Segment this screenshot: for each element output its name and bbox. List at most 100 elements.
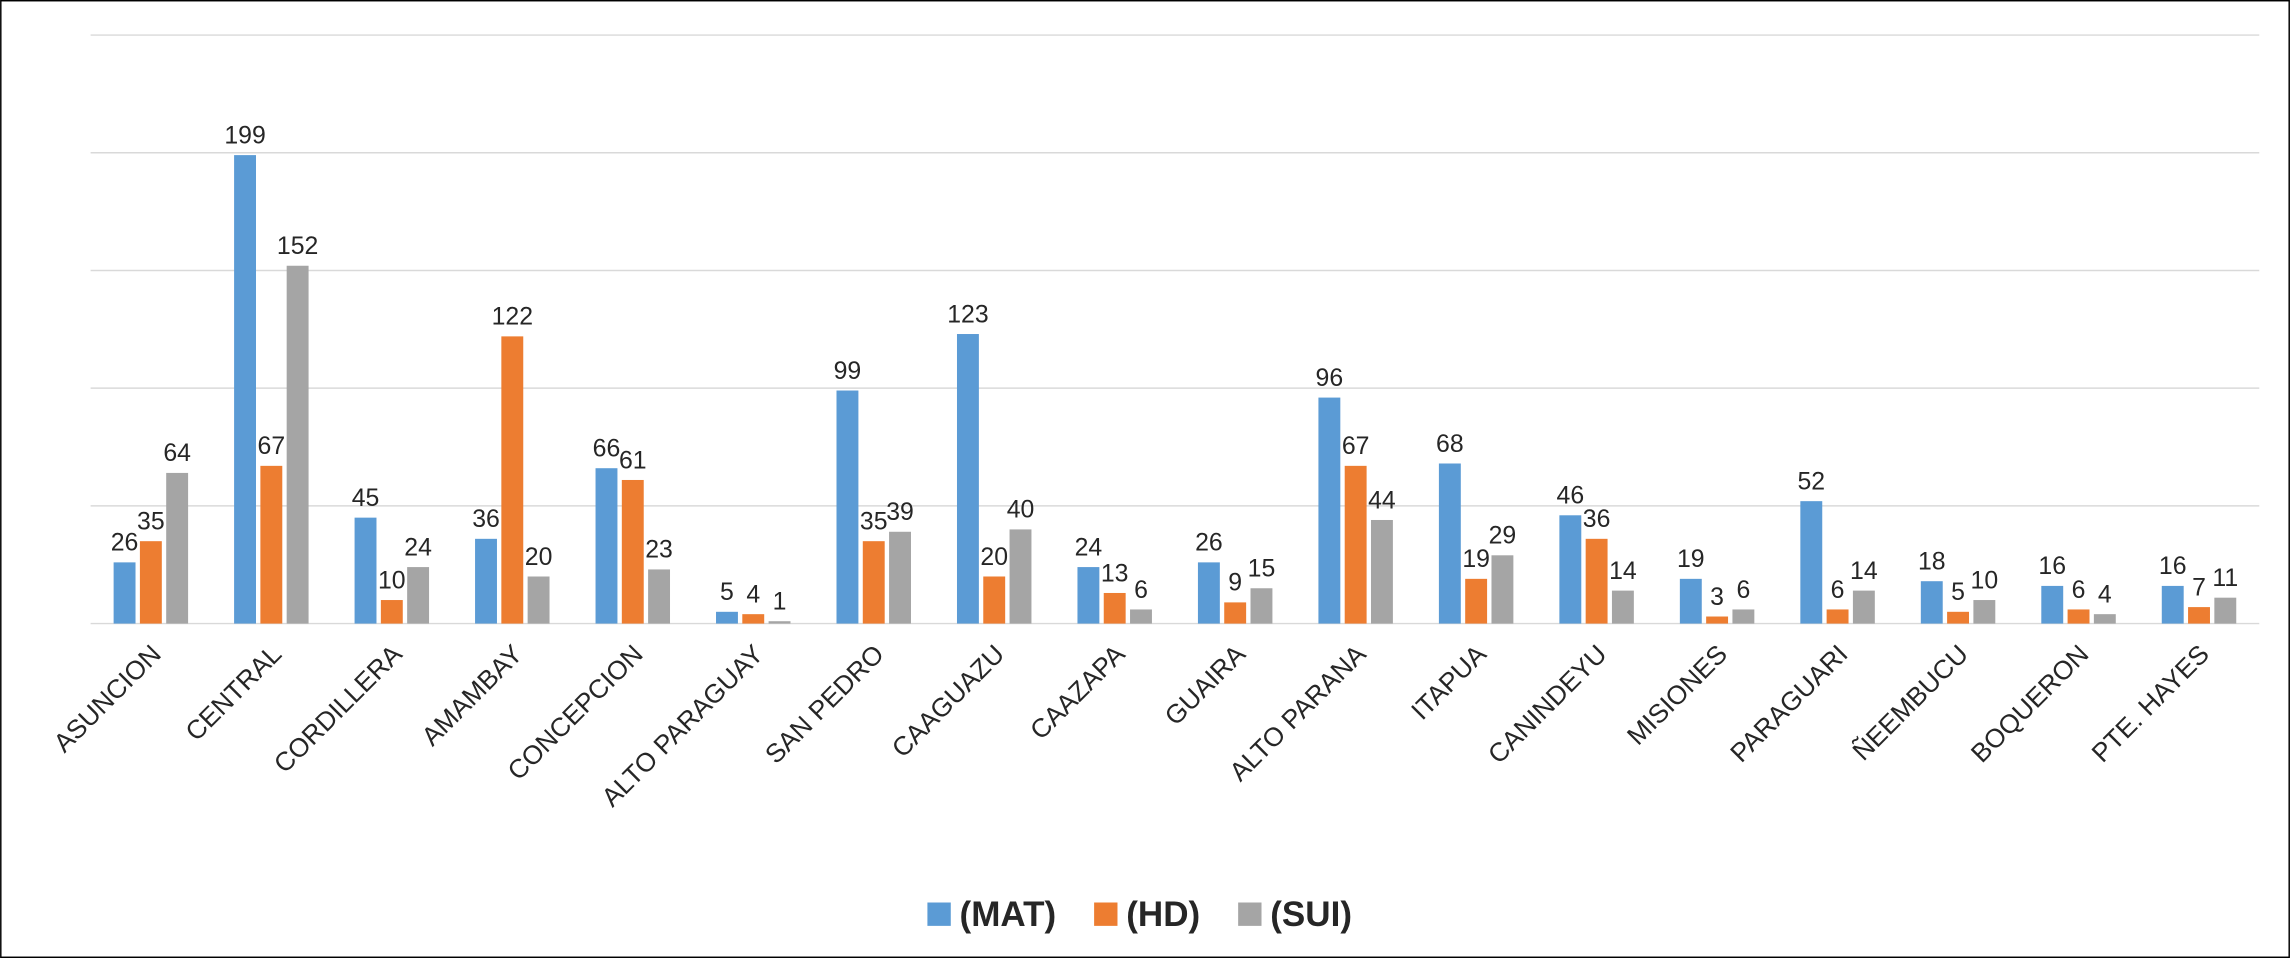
data-label: 64: [163, 440, 191, 467]
bar: [1947, 611, 1970, 624]
bar: [260, 465, 283, 624]
bar: [862, 541, 885, 624]
data-label: 13: [1101, 560, 1129, 587]
data-label: 44: [1368, 487, 1396, 514]
data-label: 9: [1228, 570, 1242, 597]
bar: [983, 576, 1006, 624]
bar: [2188, 607, 2210, 624]
data-label: 11: [2212, 565, 2238, 592]
legend-swatch: [1238, 902, 1262, 926]
bar: [2041, 585, 2064, 624]
data-label: 19: [1677, 546, 1705, 573]
data-label: 39: [886, 499, 914, 526]
bar: [1130, 609, 1152, 624]
bar: [354, 517, 377, 624]
bar: [527, 576, 550, 624]
data-label: 29: [1489, 523, 1517, 550]
bar: [139, 541, 162, 624]
bar: [1679, 578, 1702, 624]
bar: [716, 611, 738, 624]
data-label: 61: [619, 447, 647, 474]
bar: [1103, 592, 1126, 624]
bar: [1826, 609, 1849, 624]
bar: [2067, 609, 2090, 624]
data-label: 199: [224, 122, 265, 149]
data-label: 26: [1195, 530, 1223, 557]
data-label: 68: [1436, 431, 1464, 458]
bar: [286, 265, 309, 624]
data-label: 36: [472, 506, 500, 533]
data-label: 122: [492, 304, 533, 331]
bar: [768, 621, 791, 624]
bar: [1611, 590, 1634, 624]
bar: [1852, 590, 1875, 624]
bar: [1732, 609, 1755, 624]
data-label: 6: [2072, 577, 2086, 604]
data-label: 10: [378, 567, 406, 594]
bar: [1973, 600, 1996, 624]
data-label: 5: [720, 579, 734, 606]
data-label: 14: [1609, 558, 1637, 585]
data-label: 35: [137, 508, 165, 535]
data-label: 19: [1462, 546, 1490, 573]
bar: [1077, 567, 1100, 624]
data-label: 4: [746, 581, 760, 608]
bar: [1706, 616, 1729, 624]
data-label: 20: [980, 544, 1008, 571]
data-label: 24: [1075, 534, 1103, 561]
bar: [648, 569, 671, 624]
bar: [742, 614, 765, 624]
data-label: 1: [773, 589, 787, 616]
legend-swatch: [927, 902, 951, 926]
data-label: 23: [645, 537, 673, 564]
bar: [595, 468, 618, 624]
data-label: 67: [1342, 433, 1370, 460]
data-label: 26: [111, 530, 139, 557]
bar: [1009, 529, 1032, 624]
data-label: 52: [1797, 468, 1825, 495]
data-label: 40: [1007, 497, 1035, 524]
data-label: 45: [352, 485, 380, 512]
bar: [2161, 585, 2184, 624]
bar: [407, 567, 430, 624]
data-label: 123: [947, 301, 988, 328]
data-label: 99: [834, 358, 862, 385]
bar: [1585, 538, 1608, 624]
data-label: 6: [1736, 577, 1750, 604]
bar: [1224, 602, 1247, 624]
bar: [2093, 614, 2116, 624]
bar: [1491, 555, 1514, 624]
bar: [234, 155, 257, 624]
bar: [475, 538, 497, 624]
data-label: 66: [593, 436, 621, 463]
legend-swatch: [1094, 902, 1118, 926]
bar: [1370, 519, 1393, 624]
bar: [836, 390, 859, 624]
data-label: 96: [1316, 365, 1344, 392]
data-label: 20: [525, 544, 553, 571]
bar: [501, 336, 524, 624]
bar: [1344, 465, 1367, 624]
bar: [1250, 588, 1273, 624]
bar: [1318, 397, 1341, 624]
bar: [166, 472, 189, 624]
data-label: 18: [1918, 549, 1946, 576]
data-label: 16: [2038, 553, 2066, 580]
data-label: 16: [2159, 553, 2187, 580]
bar: [1559, 515, 1582, 624]
bar: [1920, 581, 1943, 624]
bar: [1438, 463, 1461, 624]
data-label: 4: [2098, 581, 2112, 608]
bar: [621, 479, 644, 624]
bar: [1800, 501, 1823, 624]
data-label: 152: [277, 233, 318, 260]
bar: [380, 600, 403, 624]
data-label: 46: [1557, 483, 1585, 510]
bar: [1465, 578, 1488, 624]
data-label: 3: [1710, 584, 1724, 611]
bar: [2214, 597, 2237, 624]
data-label: 67: [258, 433, 286, 460]
